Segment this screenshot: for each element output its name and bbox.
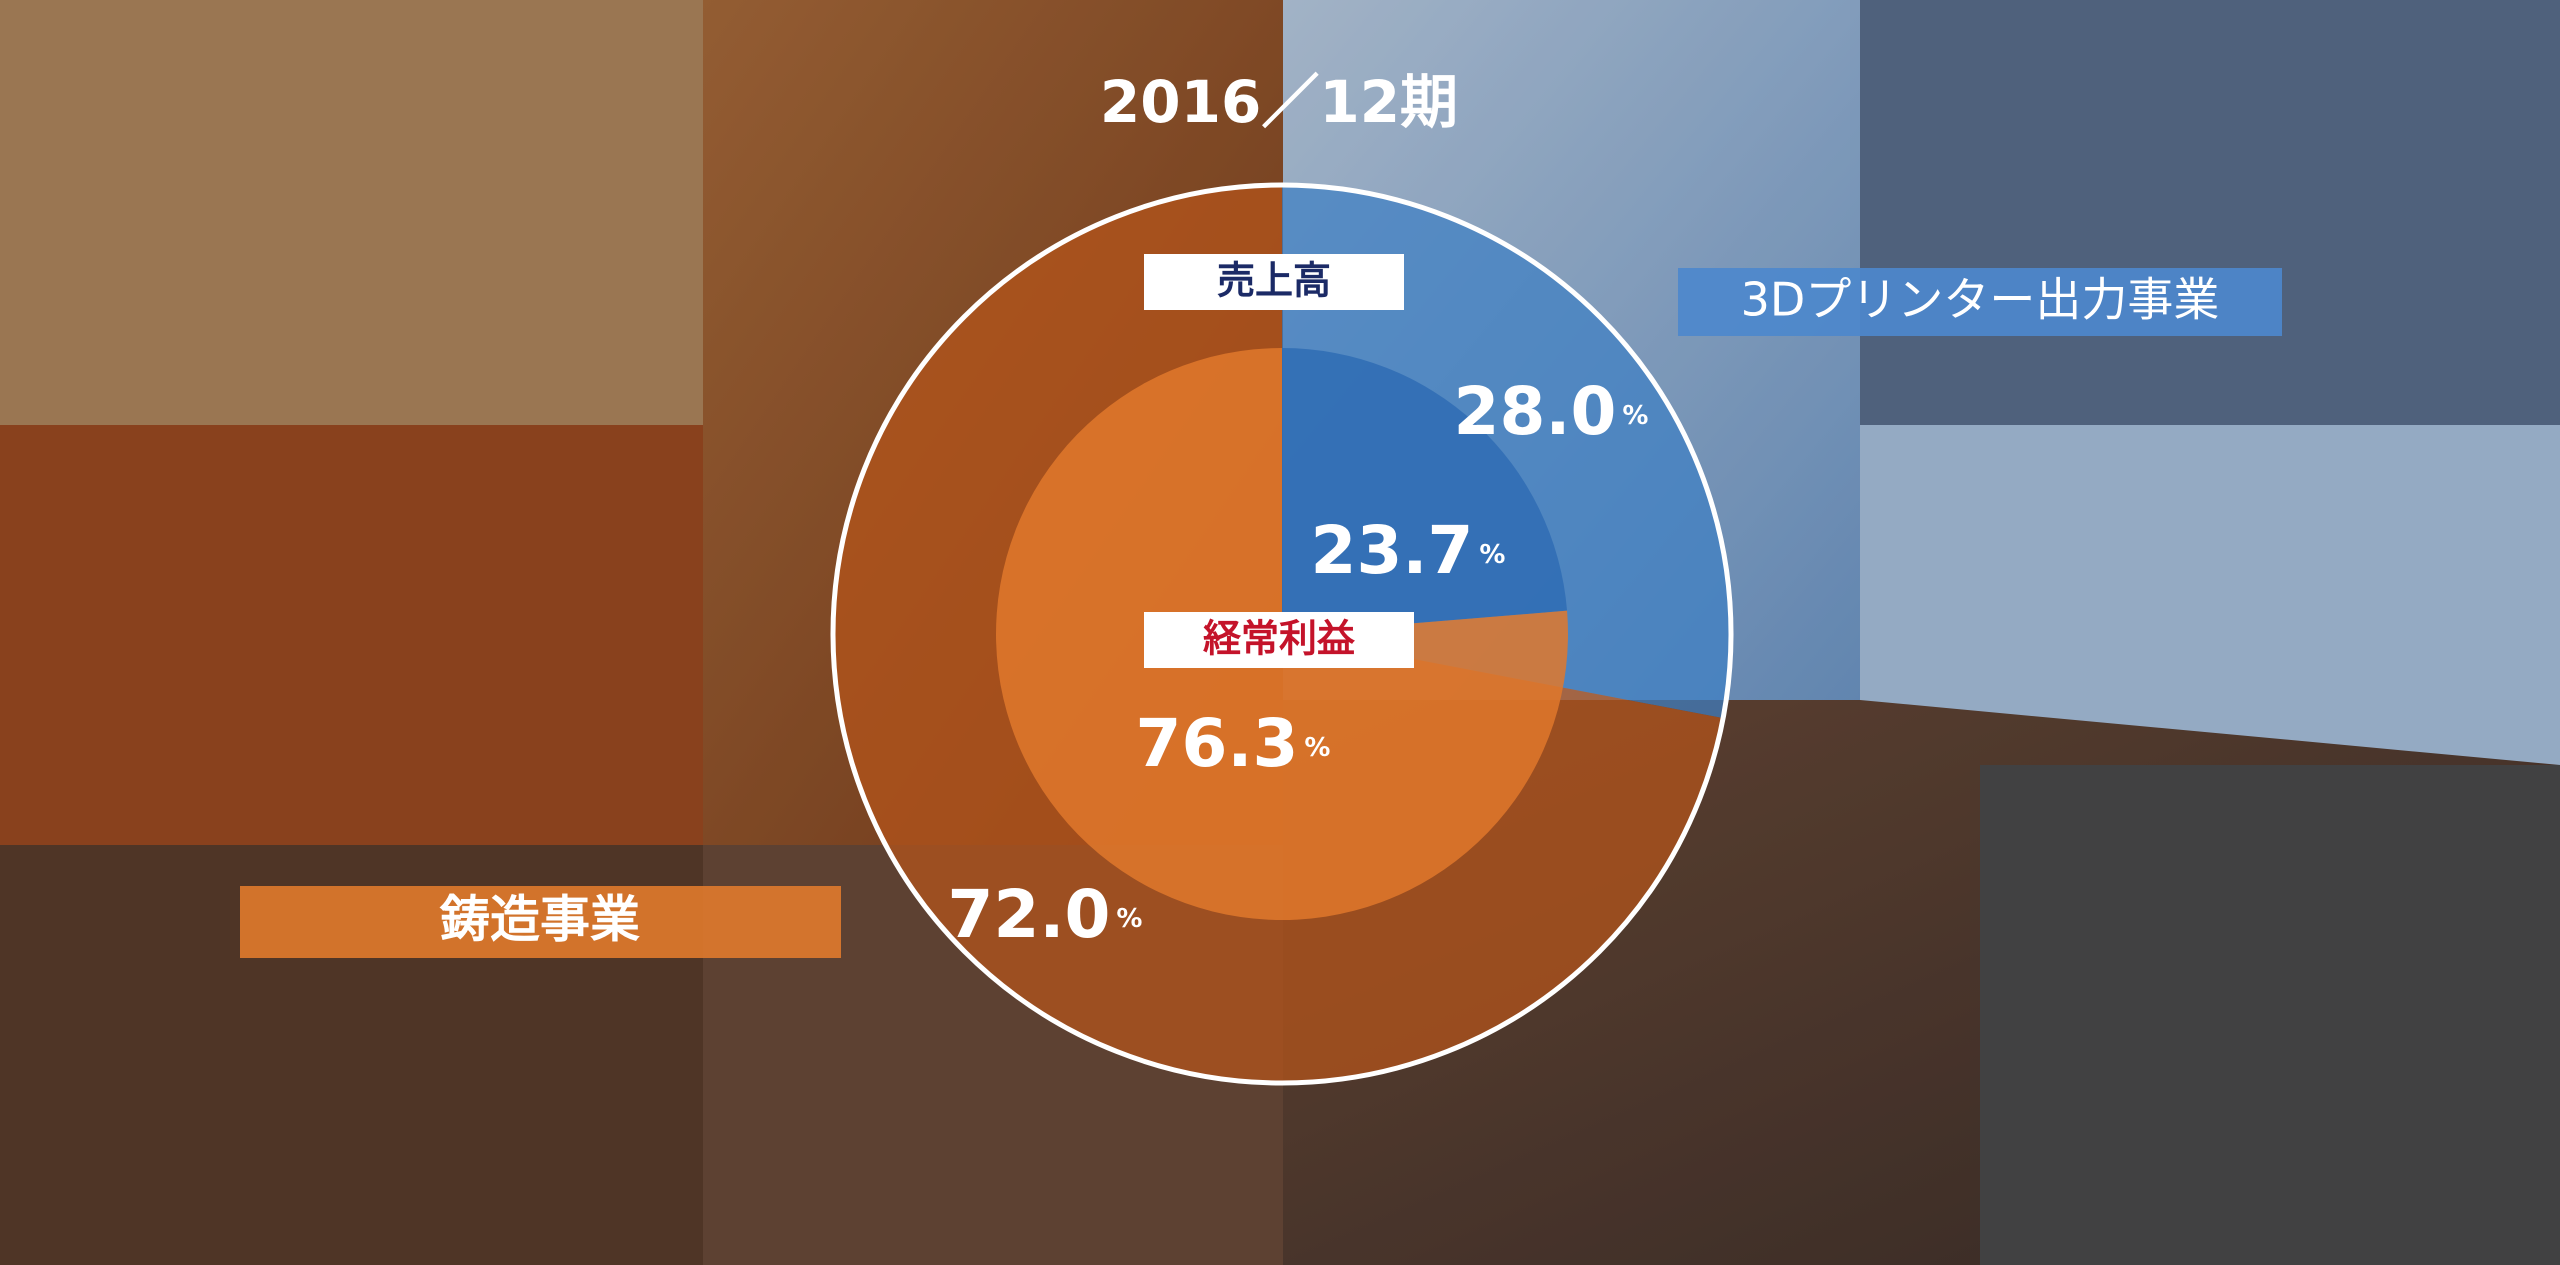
series-label: 経常利益 xyxy=(1203,617,1355,661)
value-label: 72.0% xyxy=(948,876,1143,953)
value-unit: % xyxy=(1622,401,1648,431)
photo-tile xyxy=(1860,0,2560,425)
value-number: 23.7 xyxy=(1311,512,1474,589)
chart-title: 2016／12期 xyxy=(1100,68,1458,136)
outer-ring xyxy=(830,182,1734,1086)
value-labels: 72.0 %28.0 %76.3 %23.7% xyxy=(948,373,1649,953)
photo-tile xyxy=(1980,765,2560,1265)
category-label-box xyxy=(240,886,841,958)
series-label-box xyxy=(1144,612,1414,668)
series-label: 売上高 xyxy=(1217,259,1331,303)
category-label: 3Dプリンター出力事業 xyxy=(1741,273,2220,327)
value-label: 76.3% xyxy=(1136,705,1331,782)
pie-slice xyxy=(1282,348,1568,634)
value-number: 76.3 xyxy=(1136,705,1299,782)
photo-tile xyxy=(1860,425,2560,765)
photo-tile xyxy=(0,425,703,845)
value-label: 23.7% xyxy=(1311,512,1506,589)
photo-tile xyxy=(0,0,703,425)
value-number: 28.0 xyxy=(1454,373,1617,450)
value-unit: % xyxy=(1116,904,1142,934)
value-number: 72.0 xyxy=(948,876,1111,953)
value-label: 28.0% xyxy=(1454,373,1649,450)
series-label-box xyxy=(1144,254,1404,310)
category-label: 鋳造事業 xyxy=(439,891,640,949)
value-unit: % xyxy=(1304,733,1330,763)
value-unit: % xyxy=(1479,540,1505,570)
category-label-box xyxy=(1678,268,2282,336)
